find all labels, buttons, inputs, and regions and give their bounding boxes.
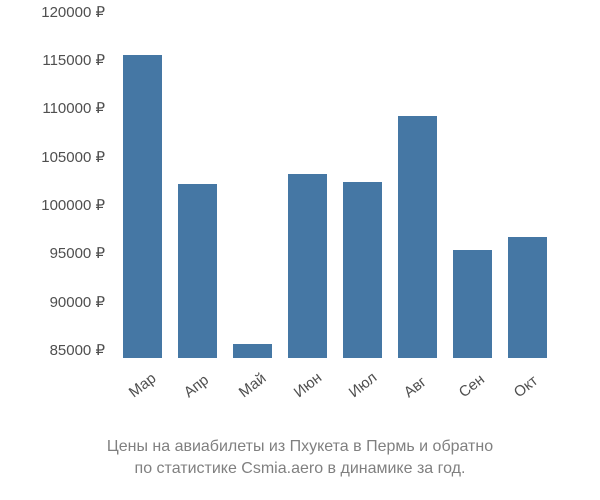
bar	[288, 174, 328, 358]
bar	[453, 250, 493, 358]
x-tick-label: Окт	[510, 372, 540, 401]
y-tick-label: 105000 ₽	[0, 148, 105, 166]
y-tick-label: 110000 ₽	[0, 99, 105, 117]
y-tick-label: 115000 ₽	[0, 51, 105, 69]
x-tick-label: Авг	[400, 373, 429, 401]
bar	[233, 344, 273, 359]
plot-area	[115, 10, 555, 358]
x-tick-label: Сен	[455, 371, 487, 401]
caption-line: по статистике Csmia.aero в динамике за г…	[40, 458, 560, 480]
y-tick-label: 85000 ₽	[0, 341, 105, 359]
x-tick-label: Июн	[290, 369, 324, 401]
chart-caption: Цены на авиабилеты из Пхукета в Пермь и …	[40, 436, 560, 481]
x-tick-label: Май	[235, 370, 269, 401]
x-tick-label: Апр	[180, 371, 211, 401]
y-tick-label: 95000 ₽	[0, 244, 105, 262]
bar	[508, 237, 548, 358]
y-tick-label: 90000 ₽	[0, 293, 105, 311]
y-tick-label: 100000 ₽	[0, 196, 105, 214]
chart-container: 85000 ₽ 90000 ₽ 95000 ₽ 100000 ₽ 105000 ₽ 110…	[0, 0, 600, 500]
bar	[343, 182, 383, 358]
x-tick-label: Мар	[125, 370, 159, 401]
bar	[178, 184, 218, 358]
caption-line: Цены на авиабилеты из Пхукета в Пермь и …	[40, 436, 560, 458]
bar	[123, 55, 163, 358]
y-tick-label: 120000 ₽	[0, 3, 105, 21]
bar	[398, 116, 438, 358]
x-tick-label: Июл	[345, 369, 379, 401]
